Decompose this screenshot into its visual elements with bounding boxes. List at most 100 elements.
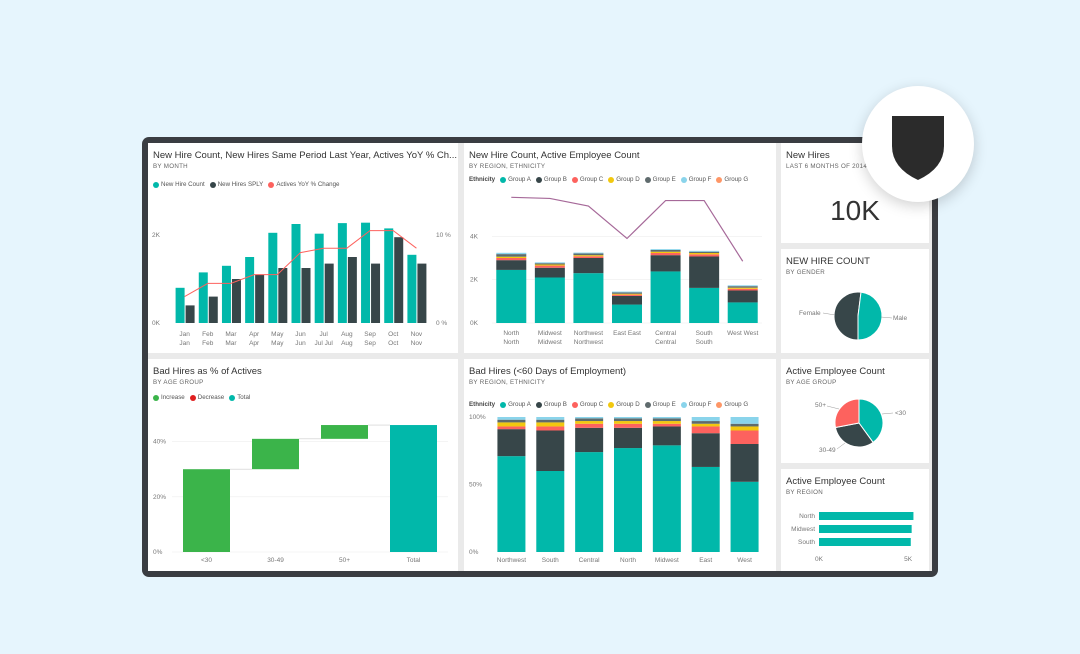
panel-title: New Hire Count, New Hires Same Period La… — [153, 150, 457, 161]
x-tick-label: 30-49 — [267, 557, 284, 564]
legend-item[interactable]: Group E — [644, 176, 676, 183]
pie-slice-30-49 — [834, 422, 874, 448]
panel-active-by-age[interactable]: Active Employee Count BY AGE GROUP <30 50… — [781, 359, 929, 463]
x-tick-label: Oct — [388, 331, 398, 338]
legend-item[interactable]: New Hires SPLY — [209, 181, 263, 188]
x-tick-label: Northwest — [497, 557, 526, 564]
x-tick-label: Sep — [364, 331, 376, 338]
pie-label: <30 — [895, 410, 906, 417]
legend-item[interactable]: Group G — [716, 401, 748, 408]
bar-segment — [727, 290, 758, 303]
panel-title: Bad Hires as % of Actives — [153, 366, 262, 377]
legend-item[interactable]: Group G — [716, 176, 748, 183]
bar-segment — [575, 423, 604, 428]
shield-badge — [862, 86, 974, 202]
legend-item[interactable]: Group A — [500, 176, 531, 183]
legend-item[interactable]: Group D — [608, 176, 640, 183]
bar-segment — [614, 421, 642, 424]
bar-segment — [730, 423, 759, 427]
x-tick-label: Jun — [295, 340, 306, 347]
legend-item[interactable]: Increase — [153, 394, 185, 401]
bar-new-hire — [314, 233, 324, 323]
bar-new-hire — [175, 287, 185, 323]
line-yoy-change — [184, 230, 417, 298]
bar-new-hire — [245, 257, 255, 323]
pie-label: Male — [893, 315, 907, 322]
legend-item[interactable]: Decrease — [189, 394, 224, 401]
bar-new-hire — [384, 228, 394, 323]
x-tick-label: South — [542, 557, 559, 564]
x-tick-label: Jul — [320, 331, 329, 338]
x-tick-label: Apr — [249, 331, 260, 338]
pie-leader-line — [822, 312, 836, 316]
hbar — [819, 525, 912, 533]
bar-segment — [730, 417, 759, 424]
legend-item[interactable]: Group F — [680, 176, 711, 183]
legend-item[interactable]: Actives YoY % Change — [268, 181, 340, 188]
pie-slice-under-30 — [858, 398, 884, 444]
panel-subtitle: BY REGION, ETHNICITY — [469, 163, 546, 170]
pie-slice-female — [833, 291, 862, 341]
legend-item[interactable]: Group F — [680, 401, 711, 408]
x-tick-label: <30 — [201, 557, 212, 564]
legend-item[interactable]: Group B — [535, 401, 567, 408]
pie-leader-line — [826, 405, 840, 410]
bar-segment — [691, 421, 720, 424]
legend-item[interactable]: Group B — [535, 176, 567, 183]
panel-bad-hires-by-region[interactable]: Bad Hires (<60 Days of Employment) BY RE… — [464, 359, 776, 571]
waterfall-chart: 0% 20% 40% <30 30-49 50+ Total — [153, 424, 448, 564]
bar-sply — [208, 296, 218, 323]
legend-item[interactable]: Group D — [608, 401, 640, 408]
panel-new-hire-by-region[interactable]: New Hire Count, Active Employee Count BY… — [464, 143, 776, 353]
panel-bad-hires-pct[interactable]: Bad Hires as % of Actives BY AGE GROUP I… — [148, 359, 458, 571]
x-tick-label: South — [696, 339, 713, 346]
bar-segment — [497, 417, 526, 420]
bar-segment — [691, 433, 720, 467]
x-tick-label: North — [503, 330, 519, 337]
bar-new-hire — [407, 254, 417, 323]
y-tick-label: 2K — [470, 277, 479, 284]
bar-segment — [612, 291, 642, 293]
pie-slice-male — [857, 291, 883, 341]
chart-legend: Ethnicity Group A Group B Group C Group … — [469, 401, 749, 408]
bar-segment — [573, 273, 604, 323]
panel-title: Active Employee Count — [786, 366, 885, 377]
x-tick-label: Midwest — [538, 339, 562, 346]
pie-leader-line — [880, 316, 893, 319]
panel-new-hire-by-month[interactable]: New Hire Count, New Hires Same Period La… — [148, 143, 458, 353]
legend-item[interactable]: Group C — [571, 176, 603, 183]
x-tick-label: Midwest — [538, 330, 562, 337]
x-tick-label: Central — [655, 330, 677, 337]
bar-sply — [417, 263, 427, 323]
panel-new-hire-by-gender[interactable]: NEW HIRE COUNT BY GENDER Female Male — [781, 249, 929, 353]
y-tick-label: 0% — [153, 549, 163, 556]
chart-legend: Increase Decrease Total — [153, 394, 250, 401]
legend-item[interactable]: Group E — [644, 401, 676, 408]
pie-label: 30-49 — [819, 447, 836, 454]
bar-segment — [534, 263, 565, 265]
x-tick-label: Feb — [202, 340, 214, 347]
x-tick-label: Oct — [388, 340, 398, 347]
panel-active-by-region[interactable]: Active Employee Count BY REGION North Mid… — [781, 469, 929, 571]
x-tick-label: Sep — [364, 340, 376, 347]
pie-leader-line — [881, 412, 894, 415]
bar-segment — [650, 255, 681, 272]
bar-segment — [727, 286, 758, 288]
bar-segment — [573, 252, 604, 254]
legend-item[interactable]: Group A — [500, 401, 531, 408]
panel-subtitle: BY AGE GROUP — [153, 379, 204, 386]
hbar-chart-by-region: North Midwest South 0K 5K — [791, 512, 914, 563]
legend-item[interactable]: Total — [229, 394, 250, 401]
bar-segment — [652, 417, 681, 419]
stacked-bar-chart-by-region: 0K 2K 4K North North Midwest Midwest Northwest N… — [470, 196, 762, 346]
bar-segment — [575, 427, 604, 453]
legend-item[interactable]: Group C — [571, 401, 603, 408]
panel-title: NEW HIRE COUNT — [786, 256, 870, 267]
legend-item[interactable]: New Hire Count — [153, 181, 205, 188]
pie-label: 50+ — [815, 402, 826, 409]
bar-segment — [614, 418, 642, 422]
panel-title: New Hires — [786, 150, 830, 161]
bar-sply — [394, 237, 404, 323]
x-tick-label: Mar — [225, 331, 237, 338]
bar-segment — [730, 481, 759, 552]
